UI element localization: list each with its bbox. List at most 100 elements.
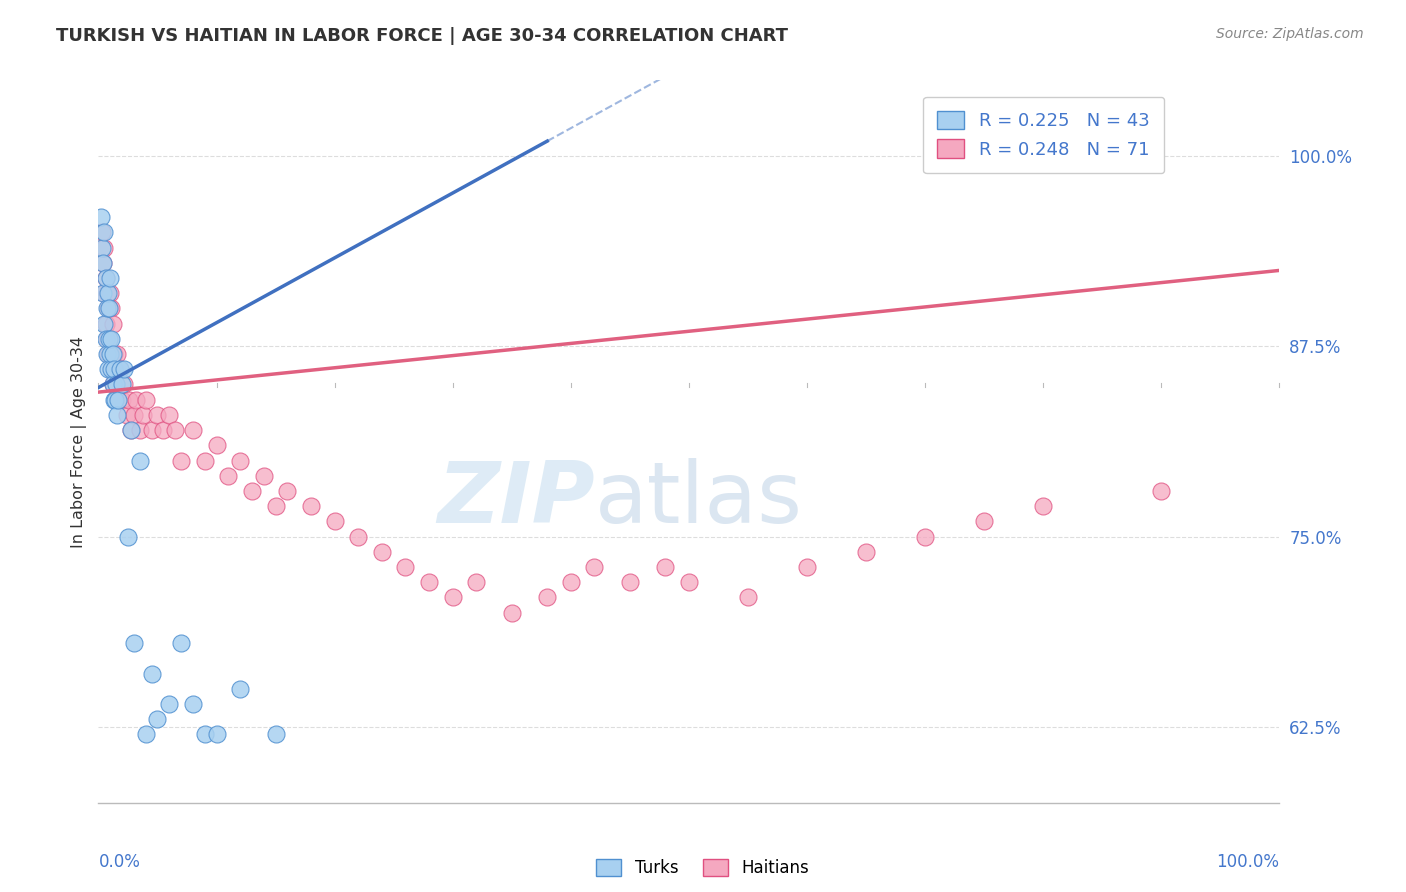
Point (146, 408, 169, 422)
Point (91, 256, 114, 270)
Point (108, 362, 131, 376)
Point (737, 591, 759, 605)
Point (91, 226, 114, 240)
Point (170, 453, 193, 467)
Point (323, 515, 346, 529)
Point (501, 606, 523, 620)
Point (90, 210, 112, 224)
Point (122, 408, 145, 422)
Point (121, 423, 143, 437)
Text: 100.0%: 100.0% (1216, 854, 1279, 871)
Point (264, 499, 287, 513)
Point (105, 377, 128, 392)
Point (98, 301, 121, 316)
Point (914, 530, 936, 544)
Point (536, 591, 558, 605)
Point (441, 591, 464, 605)
Point (253, 468, 276, 483)
Point (122, 636, 145, 650)
Point (93, 286, 115, 301)
Point (194, 453, 217, 467)
Point (96, 347, 118, 361)
Legend: Turks, Haitians: Turks, Haitians (589, 852, 817, 884)
Point (98, 332, 121, 346)
Point (98, 332, 121, 346)
Y-axis label: In Labor Force | Age 30-34: In Labor Force | Age 30-34 (72, 335, 87, 548)
Point (107, 392, 129, 407)
Point (100, 362, 122, 376)
Point (98, 286, 121, 301)
Point (96, 332, 118, 346)
Point (96, 301, 118, 316)
Point (111, 392, 134, 407)
Point (108, 362, 131, 376)
Point (347, 530, 370, 544)
Point (465, 575, 488, 590)
Point (165, 423, 187, 437)
Point (105, 347, 128, 361)
Point (157, 408, 180, 422)
Point (105, 377, 128, 392)
Point (112, 362, 135, 376)
Point (217, 468, 239, 483)
Point (98, 347, 121, 361)
Text: atlas: atlas (595, 458, 803, 541)
Point (91, 256, 114, 270)
Point (93, 241, 115, 255)
Point (104, 392, 127, 407)
Point (104, 362, 127, 376)
Point (229, 681, 252, 696)
Point (103, 362, 125, 376)
Point (93, 226, 115, 240)
Point (97, 286, 120, 301)
Point (97, 347, 120, 361)
Point (117, 530, 139, 544)
Point (583, 560, 606, 574)
Point (118, 392, 141, 407)
Point (94, 332, 117, 346)
Point (105, 408, 128, 422)
Point (394, 560, 416, 574)
Point (121, 423, 143, 437)
Point (111, 377, 134, 392)
Point (101, 347, 124, 361)
Point (100, 301, 122, 316)
Point (181, 423, 204, 437)
Point (1150, 483, 1173, 498)
Point (91, 241, 114, 255)
Point (125, 392, 148, 407)
Text: TURKISH VS HAITIAN IN LABOR FORCE | AGE 30-34 CORRELATION CHART: TURKISH VS HAITIAN IN LABOR FORCE | AGE … (56, 27, 789, 45)
Point (101, 377, 124, 392)
Point (135, 392, 157, 407)
Point (100, 332, 122, 346)
Point (101, 377, 124, 392)
Point (560, 575, 582, 590)
Point (98, 347, 121, 361)
Point (299, 499, 322, 513)
Point (100, 362, 122, 376)
Point (194, 727, 217, 741)
Point (229, 453, 252, 467)
Point (152, 423, 174, 437)
Point (1032, 499, 1054, 513)
Point (103, 347, 125, 361)
Point (96, 286, 118, 301)
Point (170, 636, 193, 650)
Point (101, 317, 124, 331)
Point (115, 408, 138, 422)
Point (128, 453, 150, 467)
Point (132, 408, 155, 422)
Point (135, 727, 157, 741)
Point (418, 575, 440, 590)
Point (97, 301, 120, 316)
Point (107, 392, 129, 407)
Point (141, 423, 163, 437)
Point (91, 286, 114, 301)
Legend: R = 0.225   N = 43, R = 0.248   N = 71: R = 0.225 N = 43, R = 0.248 N = 71 (922, 96, 1164, 173)
Point (146, 712, 169, 726)
Point (103, 392, 125, 407)
Point (94, 317, 117, 331)
Point (94, 271, 117, 285)
Point (619, 575, 641, 590)
Point (371, 545, 394, 559)
